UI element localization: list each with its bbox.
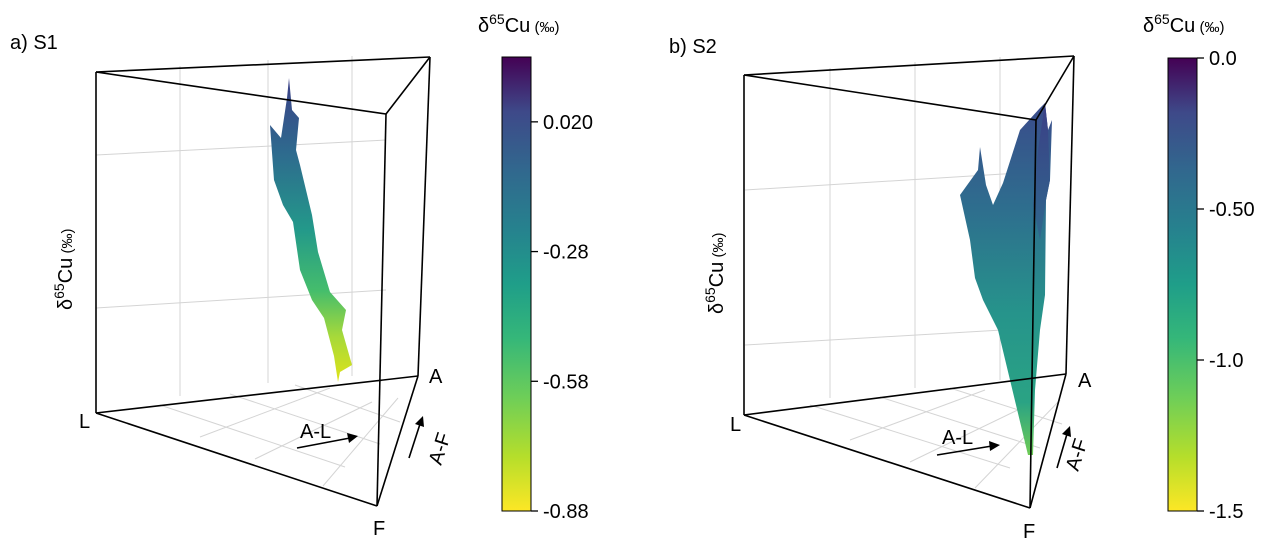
panel-b-box — [743, 55, 1075, 509]
panel-b-z-sup: 65 — [702, 287, 718, 303]
panel-a-arrow-al — [296, 433, 358, 449]
panel-b-colorbar-gradient — [1167, 57, 1198, 512]
panel-a-colorbar-tick-label: -0.58 — [543, 371, 589, 393]
panel-b-colorbar-tick-label: -1.0 — [1209, 350, 1243, 372]
panel-a-colorbar-gradient — [501, 56, 532, 512]
panel-a-edge-af: A-F — [425, 430, 456, 467]
panel-a-edge-al: A-L — [300, 421, 331, 443]
panel-b-z-unit: (‰) — [710, 233, 727, 262]
panel-a-colorbar-tick-label: 0.020 — [543, 112, 593, 134]
panel-a-grid — [95, 56, 401, 487]
panel-a-colorbar-tick-label: -0.28 — [543, 242, 589, 264]
panel-a-cb-unit: (‰) — [530, 19, 559, 36]
panel-a-z-base: Cu — [55, 258, 77, 284]
panel-b-arrow-al — [936, 441, 1000, 456]
panel-b: b) S2 — [669, 11, 1255, 543]
panel-b-z-label: δ65Cu (‰) — [702, 233, 728, 314]
panel-b-colorbar-tick-label: 0.0 — [1209, 48, 1237, 70]
panel-b-colorbar-tick-label: -1.5 — [1209, 501, 1243, 523]
panel-a-colorbar-tick-label: -0.88 — [543, 501, 589, 523]
panel-a-z-label: δ65Cu (‰) — [51, 229, 77, 310]
panel-a-cb-sup: 65 — [489, 11, 505, 27]
panel-a-z-unit: (‰) — [59, 229, 76, 258]
panel-a-colorbar-ticks: 0.020 -0.28 -0.58 -0.88 — [531, 112, 593, 523]
panel-b-arrow-af — [1056, 426, 1071, 469]
panel-a-cb-symbol: δ — [478, 15, 489, 37]
panel-a-cb-base: Cu — [505, 15, 531, 37]
panel-a-label: a) S1 — [10, 32, 58, 54]
panel-b-colorbar: δ65Cu (‰) 0.0 -0.50 -1.0 -1.5 — [1143, 11, 1255, 523]
panel-b-colorbar-ticks: 0.0 -0.50 -1.0 -1.5 — [1197, 48, 1255, 523]
panel-b-cb-base: Cu — [1170, 15, 1196, 37]
panel-b-z-symbol: δ — [706, 303, 728, 314]
panel-a-surface — [270, 78, 352, 382]
panel-a-vertex-a: A — [429, 366, 443, 388]
panel-a-colorbar: δ65Cu (‰) 0.020 -0.28 -0.58 -0.88 — [478, 11, 593, 523]
panel-a-arrow-af — [408, 416, 424, 459]
panel-a: a) S1 L — [10, 11, 593, 540]
panel-a-z-sup: 65 — [51, 283, 67, 299]
panel-a-vertex-f: F — [373, 518, 385, 540]
panel-b-vertex-l: L — [730, 414, 741, 436]
panel-b-colorbar-title: δ65Cu (‰) — [1143, 11, 1224, 37]
panel-b-surface — [960, 103, 1052, 455]
panel-b-cb-sup: 65 — [1154, 11, 1170, 27]
panel-b-cb-symbol: δ — [1143, 15, 1154, 37]
panel-b-surface-ridge — [1033, 103, 1050, 240]
panel-b-colorbar-tick-label: -0.50 — [1209, 199, 1255, 221]
panel-a-vertex-l: L — [79, 411, 90, 433]
panel-b-cb-unit: (‰) — [1195, 19, 1224, 36]
panel-b-vertex-a: A — [1078, 370, 1092, 392]
panel-b-vertex-f: F — [1023, 521, 1035, 543]
panel-a-colorbar-title: δ65Cu (‰) — [478, 11, 559, 37]
panel-b-z-base: Cu — [706, 262, 728, 288]
panel-b-label: b) S2 — [669, 36, 717, 58]
panel-b-edge-af: A-F — [1062, 436, 1093, 473]
panel-b-edge-al: A-L — [942, 427, 973, 449]
panel-a-box — [95, 56, 431, 507]
panel-a-z-symbol: δ — [55, 299, 77, 310]
